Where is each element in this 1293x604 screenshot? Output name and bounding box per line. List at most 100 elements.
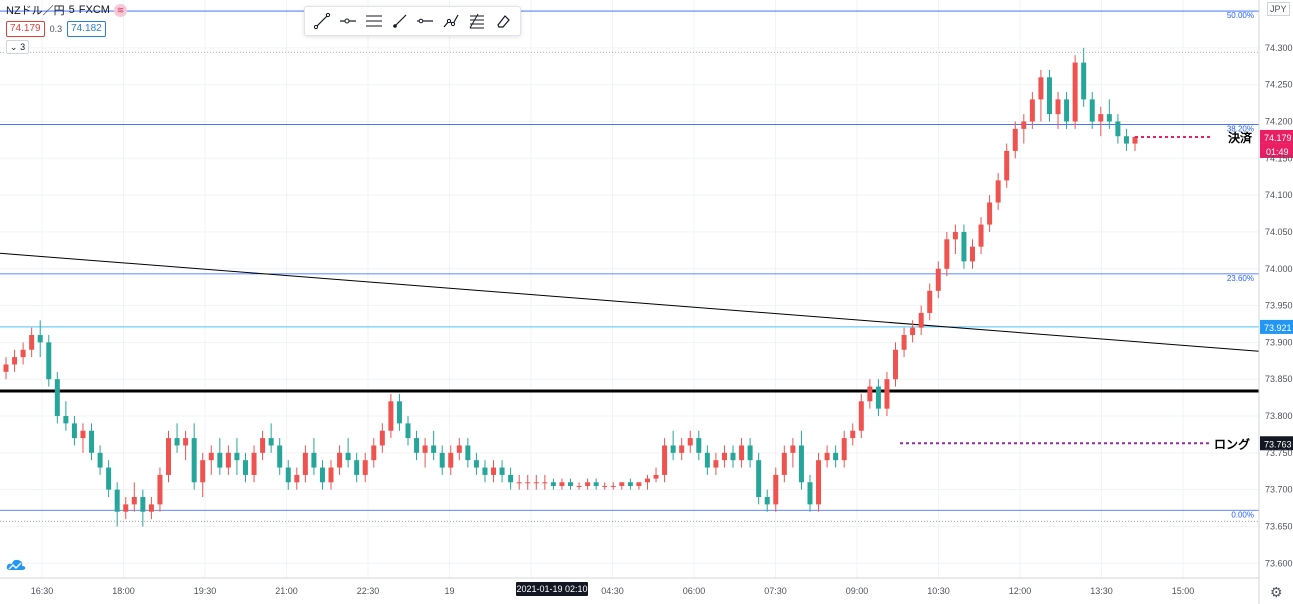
candle-body xyxy=(593,482,599,486)
candle-body xyxy=(328,467,334,483)
candle-body xyxy=(995,180,1001,203)
buy-price-button[interactable]: 74.182 xyxy=(67,21,106,37)
candle-body xyxy=(499,467,505,475)
y-tick-label: 73.700 xyxy=(1265,485,1293,495)
candle-body xyxy=(388,401,394,431)
candle-body xyxy=(242,460,248,475)
candle-body xyxy=(927,290,933,313)
candle-body xyxy=(20,349,26,358)
crosshair-time-label: 2021-01-19 02:10 xyxy=(516,584,587,594)
candle-body xyxy=(619,482,625,486)
candle-body xyxy=(576,485,582,487)
candle-body xyxy=(294,474,300,483)
candle-body xyxy=(644,478,650,483)
interval-label[interactable]: 5 xyxy=(68,4,75,16)
wave-icon[interactable]: ≋ xyxy=(113,3,127,17)
horizontal-line-icon[interactable] xyxy=(414,10,436,32)
candle-body xyxy=(89,430,95,453)
gear-icon[interactable]: ⚙ xyxy=(1270,584,1283,600)
candle-body xyxy=(790,445,796,453)
brush-icon[interactable] xyxy=(389,10,411,32)
candle-body xyxy=(456,445,462,453)
chevron-down-icon: ⌄ xyxy=(10,42,18,52)
candle-body xyxy=(37,335,43,343)
candle-body xyxy=(858,401,864,431)
candle-body xyxy=(174,438,180,446)
candle-body xyxy=(568,482,573,486)
candle-body xyxy=(337,452,343,468)
candle-body xyxy=(302,452,308,475)
candle-body xyxy=(439,452,445,468)
quote-row: 74.179 0.3 74.182 xyxy=(6,21,106,37)
candle-body xyxy=(465,445,471,461)
price-badge xyxy=(1260,129,1293,144)
candle-body xyxy=(1115,121,1121,137)
path-icon[interactable] xyxy=(440,10,462,32)
candle-body xyxy=(550,482,556,486)
candle-body xyxy=(414,438,420,453)
candle-body xyxy=(131,497,137,505)
candle-body xyxy=(482,467,488,475)
candle-body xyxy=(627,482,633,486)
trend-line-icon[interactable] xyxy=(311,10,333,32)
candle-body xyxy=(379,430,385,446)
candle-body xyxy=(1038,77,1044,100)
parallel-channel-icon[interactable] xyxy=(363,10,385,32)
currency-label[interactable]: JPY xyxy=(1267,2,1290,16)
candle-body xyxy=(140,497,146,512)
candle-body xyxy=(952,231,958,240)
candle-body xyxy=(3,364,9,372)
cloud-logo-icon[interactable] xyxy=(6,558,26,572)
eraser-icon[interactable] xyxy=(492,10,514,32)
candle-body xyxy=(431,445,437,453)
chart-header: NZドル／円 5 FXCM ≋ xyxy=(6,2,127,18)
candle-body xyxy=(491,467,497,475)
horizontal-lines xyxy=(0,51,1259,522)
candle-body xyxy=(670,445,676,453)
candle-body xyxy=(824,452,830,461)
candle-body xyxy=(508,474,514,483)
candle-body xyxy=(525,482,531,484)
sell-price-button[interactable]: 74.179 xyxy=(6,21,45,37)
horizontal-ray-icon[interactable] xyxy=(337,10,359,32)
x-tick-label: 10:30 xyxy=(927,586,950,596)
candle-body xyxy=(893,349,899,380)
candle-body xyxy=(935,268,941,291)
candle-body xyxy=(208,452,214,461)
candle-body xyxy=(106,467,112,490)
candle-body xyxy=(781,452,787,475)
y-tick-label: 74.200 xyxy=(1265,116,1293,126)
candle-body xyxy=(405,423,411,439)
candle-body xyxy=(354,460,360,475)
candle-body xyxy=(696,438,702,453)
candle-body xyxy=(97,452,103,468)
symbol-title[interactable]: NZドル／円 xyxy=(6,5,65,17)
y-tick-label: 74.050 xyxy=(1265,227,1293,237)
candle-body xyxy=(71,423,77,439)
candle-body xyxy=(969,246,975,262)
candle-body xyxy=(704,452,710,468)
spread-value: 0.3 xyxy=(49,24,63,34)
candle-body xyxy=(166,438,172,475)
candle-body xyxy=(225,452,231,468)
candle-body xyxy=(610,485,616,487)
candle-body xyxy=(867,386,873,402)
indicators-toggle-button[interactable]: ⌄ 3 xyxy=(6,40,30,54)
candle-body xyxy=(1072,62,1078,122)
candle-body xyxy=(730,452,736,461)
candle-body xyxy=(63,416,69,424)
x-tick-label: 12:00 xyxy=(1009,586,1032,596)
candle-body xyxy=(396,401,402,424)
y-tick-label: 74.100 xyxy=(1265,190,1293,200)
price-badge-label: 74.179 xyxy=(1264,133,1292,143)
fib-retracement-icon[interactable] xyxy=(466,10,488,32)
candle-body xyxy=(1046,77,1052,115)
fib-level-label: 38.20% xyxy=(1227,124,1254,133)
y-tick-label: 74.250 xyxy=(1265,80,1293,90)
x-tick-label: 07:30 xyxy=(764,586,787,596)
candle-body xyxy=(1132,136,1138,144)
candle-body xyxy=(1021,121,1027,129)
y-tick-label: 74.000 xyxy=(1265,264,1293,274)
candle-body xyxy=(764,497,770,505)
